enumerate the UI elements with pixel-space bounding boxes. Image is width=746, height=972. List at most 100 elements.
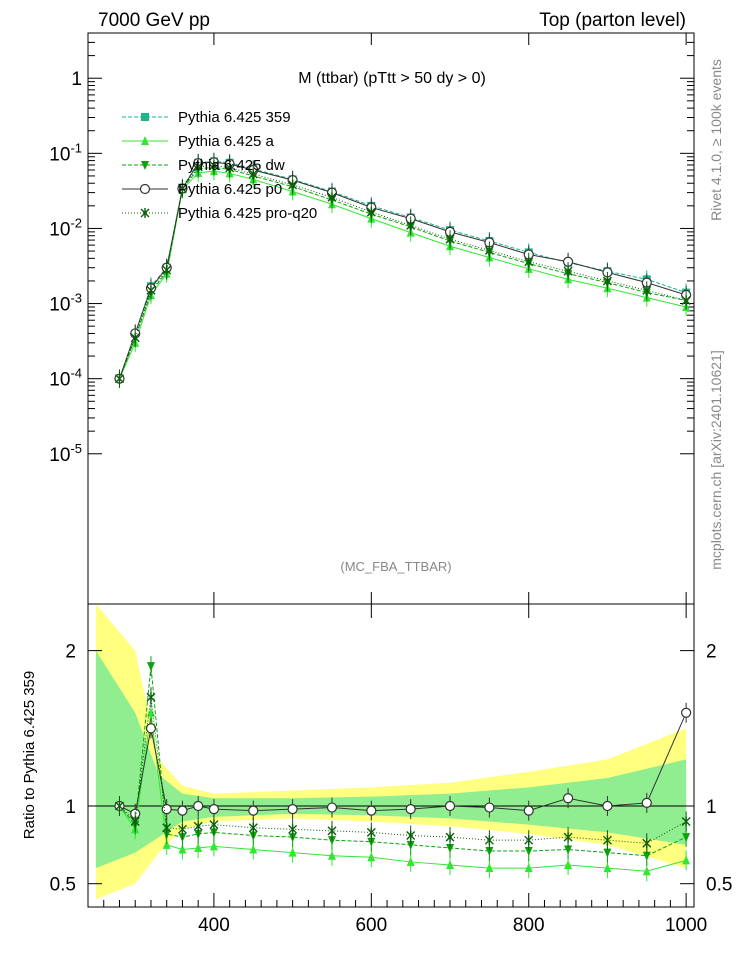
ratio-data-point (642, 838, 652, 849)
main-data-point (484, 245, 494, 256)
legend-marker (141, 113, 149, 121)
ratio-data-point (177, 824, 187, 835)
main-data-point (193, 161, 203, 172)
ratio-data-point (162, 822, 172, 833)
legend-marker (139, 183, 151, 195)
xtick-label: 800 (513, 915, 545, 936)
legend-label: Pythia 6.425 a (178, 133, 275, 150)
legend-marker (140, 208, 150, 218)
ratio-data-point (484, 835, 494, 846)
main-data-point (288, 179, 298, 190)
main-data-point (563, 266, 573, 277)
ratio-data-point (209, 841, 218, 851)
ratio-data-point (327, 850, 336, 860)
ratio-ytick-label-right: 0.5 (706, 875, 732, 896)
legend-label: Pythia 6.425 p0 (178, 181, 282, 198)
ratio-data-point (145, 723, 157, 734)
header-right: Top (parton level) (539, 10, 686, 31)
main-ytick-label: 10-1 (49, 140, 82, 165)
ratio-data-point (603, 848, 612, 858)
xtick-label: 400 (198, 915, 230, 936)
ratio-data-point (146, 707, 155, 717)
ratio-data-point (682, 833, 691, 843)
ratio-data-point (327, 825, 337, 836)
ratio-ytick-label: 0.5 (50, 875, 76, 896)
main-data-point (524, 256, 534, 267)
ratio-data-point (178, 844, 187, 854)
ratio-ytick-label: 2 (65, 642, 76, 663)
header-left: 7000 GeV pp (98, 10, 210, 31)
main-data-point (146, 285, 156, 296)
ratio-data-point (177, 805, 188, 816)
main-data-point (162, 264, 172, 275)
ratio-data-point (524, 863, 533, 873)
ratio-data-point (130, 816, 140, 827)
legend-marker (141, 136, 149, 145)
ratio-data-point (682, 855, 691, 865)
ratio-bands (95, 604, 687, 900)
main-ytick-label: 10-4 (49, 366, 82, 391)
main-series-line (119, 170, 687, 379)
ratio-data-point (681, 707, 692, 718)
ratio-data-point (445, 832, 455, 843)
legend-label: Pythia 6.425 dw (178, 157, 285, 174)
ratio-data-point (162, 839, 171, 849)
watermark: (MC_FBA_TTBAR) (340, 559, 451, 574)
legend-label: Pythia 6.425 359 (178, 109, 291, 126)
ratio-data-point (681, 816, 691, 827)
main-data-point (681, 295, 691, 306)
ratio-data-point (485, 863, 494, 873)
ratio-data-point (523, 805, 534, 816)
main-data-point (406, 220, 416, 231)
ratio-data-point (602, 800, 613, 812)
ratio-band (95, 604, 687, 900)
ratio-data-point (146, 662, 155, 672)
ratio-data-point (209, 819, 219, 830)
ratio-data-point (193, 800, 204, 812)
ratio-ytick-label: 1 (65, 797, 76, 818)
ratio-data-point (485, 847, 494, 857)
ratio-data-point (564, 845, 573, 855)
ratio-data-point (602, 835, 612, 846)
xtick-label: 1000 (665, 915, 707, 936)
ratio-ylabel: Ratio to Pythia 6.425 359 (21, 671, 38, 839)
main-data-point (248, 169, 258, 180)
ratio-data-point (444, 800, 456, 812)
ratio-data-point (367, 852, 376, 862)
ratio-data-point (248, 805, 259, 816)
main-series-line (119, 166, 687, 379)
xtick-label: 600 (355, 915, 387, 936)
ratio-data-point (642, 866, 651, 876)
main-data-point (130, 332, 140, 343)
ratio-data-point (564, 860, 573, 870)
side-label-rivet: Rivet 4.1.0, ≥ 100k events (708, 59, 724, 221)
ratio-data-point (603, 863, 612, 873)
ratio-data-point (193, 821, 203, 832)
ratio-data-point (524, 847, 533, 857)
ratio-data-point (366, 827, 376, 838)
ratio-data-point (641, 797, 652, 808)
ratio-data-point (484, 802, 495, 813)
ratio-ytick-label-right: 2 (706, 642, 717, 663)
ratio-data-point (524, 835, 534, 846)
ratio-data-point (288, 847, 297, 857)
legend: Pythia 6.425 359 Pythia 6.425 a Pythia 6.4… (122, 109, 317, 222)
ratio-data-point (406, 856, 415, 866)
main-data-point (602, 275, 612, 286)
main-data-point (209, 160, 219, 171)
main-ytick-label: 10-3 (49, 291, 82, 316)
main-data-point (114, 373, 124, 384)
ratio-data-point (562, 793, 574, 804)
ratio-data-point (287, 804, 298, 815)
main-ytick-label: 10-5 (49, 441, 82, 466)
ratio-frame (87, 603, 695, 908)
ratio-data-point (366, 805, 377, 816)
ratio-data-point (114, 801, 124, 811)
main-data-point (327, 192, 337, 203)
ratio-series-group (114, 687, 691, 854)
main-ytick-label: 10-2 (49, 215, 82, 240)
ratio-data-point (326, 802, 338, 813)
ratio-data-point (405, 804, 416, 815)
main-data-point (366, 207, 376, 218)
